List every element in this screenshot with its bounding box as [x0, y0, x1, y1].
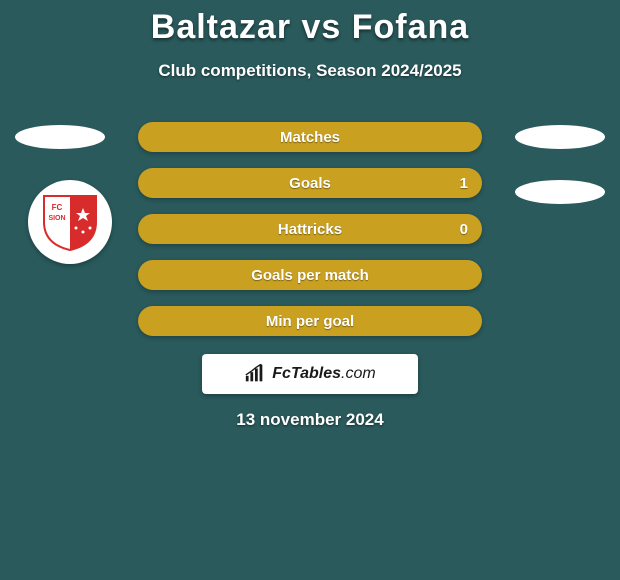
brand-text: FcTables.com [272, 365, 375, 383]
stat-label: Goals [289, 175, 331, 192]
stat-label: Min per goal [266, 313, 354, 330]
brand-domain: .com [341, 365, 376, 382]
stat-value-right: 0 [460, 221, 468, 238]
page-subtitle: Club competitions, Season 2024/2025 [0, 61, 620, 81]
svg-text:FC: FC [52, 203, 63, 212]
fc-sion-logo-icon: FC SION [38, 190, 102, 254]
stat-row-goals-per-match: Goals per match [138, 260, 482, 290]
bar-chart-icon [244, 364, 266, 384]
brand-box[interactable]: FcTables.com [202, 354, 418, 394]
player-left-ellipse-1 [15, 125, 105, 149]
player-right-ellipse-2 [515, 180, 605, 204]
club-badge: FC SION [28, 180, 112, 264]
stat-value-right: 1 [460, 175, 468, 192]
page-title: Baltazar vs Fofana [0, 0, 620, 47]
stat-row-goals: Goals 1 [138, 168, 482, 198]
stats-panel: Matches Goals 1 Hattricks 0 Goals per ma… [138, 122, 482, 352]
generated-date: 13 november 2024 [0, 410, 620, 430]
stat-label: Hattricks [278, 221, 342, 238]
stat-label: Goals per match [251, 267, 369, 284]
stat-row-matches: Matches [138, 122, 482, 152]
brand-name: FcTables [272, 365, 341, 382]
stat-label: Matches [280, 129, 340, 146]
player-right-ellipse-1 [515, 125, 605, 149]
stat-row-hattricks: Hattricks 0 [138, 214, 482, 244]
stat-row-min-per-goal: Min per goal [138, 306, 482, 336]
svg-text:SION: SION [48, 215, 65, 222]
